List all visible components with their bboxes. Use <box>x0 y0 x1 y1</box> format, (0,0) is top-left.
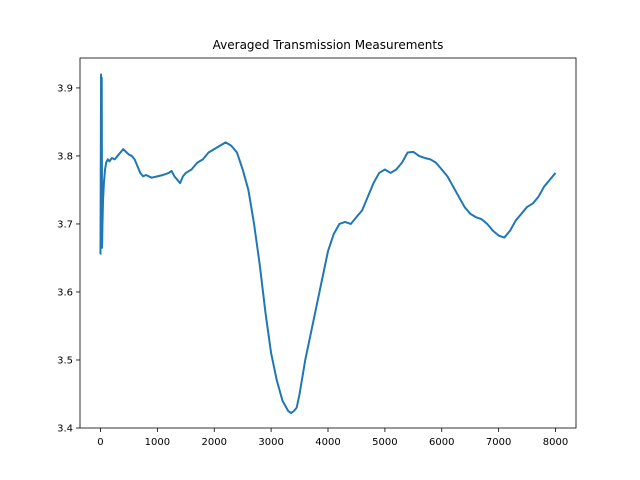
x-tick-label: 7000 <box>486 437 511 448</box>
x-tick-label: 6000 <box>429 437 454 448</box>
x-tick-label: 3000 <box>258 437 283 448</box>
x-tick-label: 0 <box>97 437 103 448</box>
x-axis: 0 1000 2000 3000 4000 5000 6000 7000 8000 <box>97 428 568 448</box>
x-tick-label: 8000 <box>543 437 568 448</box>
y-tick-label: 3.7 <box>57 219 73 230</box>
series-line-0 <box>99 73 557 415</box>
series-layer <box>99 73 557 415</box>
y-tick-label: 3.6 <box>57 287 73 298</box>
y-tick-label: 3.8 <box>57 151 73 162</box>
x-tick-label: 2000 <box>202 437 227 448</box>
chart-title: Averaged Transmission Measurements <box>213 38 444 52</box>
x-tick-label: 5000 <box>372 437 397 448</box>
x-tick-label: 4000 <box>315 437 340 448</box>
y-tick-label: 3.4 <box>57 424 73 435</box>
y-tick-label: 3.9 <box>57 83 73 94</box>
x-tick-label: 1000 <box>145 437 170 448</box>
y-tick-label: 3.5 <box>57 355 73 366</box>
y-axis: 3.4 3.5 3.6 3.7 3.8 3.9 <box>57 83 80 435</box>
